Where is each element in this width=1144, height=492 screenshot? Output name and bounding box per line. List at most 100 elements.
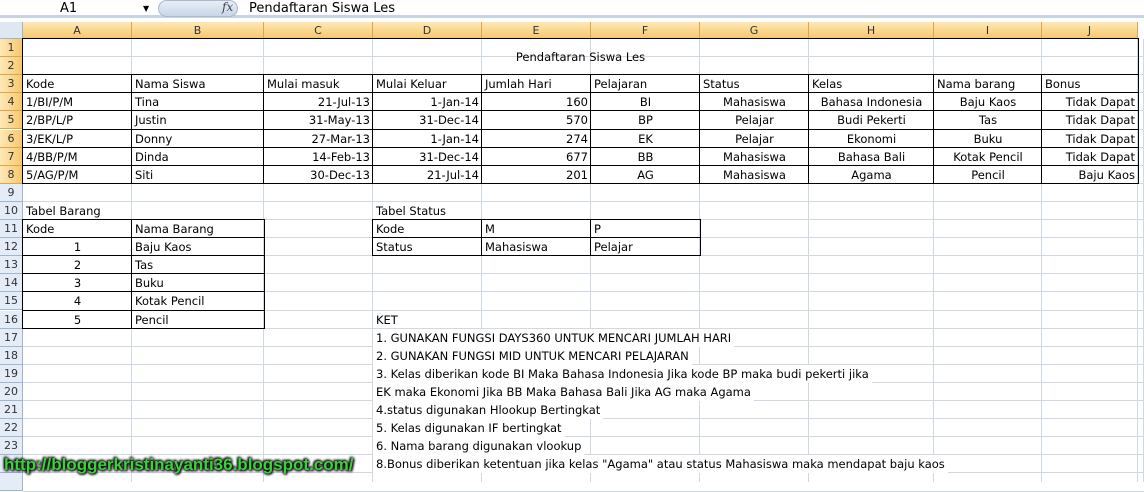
insert-function-icon[interactable]: fx (222, 0, 234, 14)
row-header-25[interactable] (0, 473, 23, 492)
gridline (1137, 39, 1138, 482)
row-header-7[interactable]: 7 (0, 147, 23, 166)
column-label: Bonus (1045, 77, 1081, 92)
table-cell: Mahasiswa (723, 149, 786, 164)
table-cell: 3/EK/L/P (26, 131, 74, 146)
row-header-16[interactable]: 16 (0, 310, 23, 329)
gridline (23, 56, 1144, 58)
row-header-1[interactable]: 1 (0, 39, 23, 58)
row-header-13[interactable]: 13 (0, 256, 23, 275)
table-cell: Mahasiswa (723, 95, 786, 110)
table-line (131, 220, 132, 329)
table-cell: 21-Jul-14 (426, 167, 479, 182)
row-header-4[interactable]: 4 (0, 93, 23, 112)
ket-line: 2. GUNAKAN FUNGSI MID UNTUK MENCARI PELA… (373, 346, 692, 365)
column-header-B[interactable]: B (132, 22, 264, 39)
formula-input[interactable]: Pendaftaran Siswa Les (249, 1, 396, 16)
table-line (23, 164, 1138, 166)
table-line (23, 146, 1138, 148)
row-header-22[interactable]: 22 (0, 419, 23, 438)
ket-line: 5. Kelas digunakan IF bertingkat (373, 419, 565, 438)
table-cell: Bahasa Bali (837, 149, 906, 164)
table-line (23, 273, 264, 275)
gridline (23, 200, 1144, 202)
table-cell: 5/AG/P/M (26, 167, 79, 182)
row-header-21[interactable]: 21 (0, 401, 23, 420)
table-line (481, 220, 482, 257)
table-cell: BP (638, 113, 653, 128)
column-label: Mulai Keluar (376, 77, 447, 92)
row-header-19[interactable]: 19 (0, 364, 23, 383)
ket-line: 3. Kelas diberikan kode BI Maka Bahasa I… (373, 364, 872, 383)
table-cell: 201 (566, 167, 588, 182)
table-cell: M (485, 222, 495, 236)
column-header-C[interactable]: C (264, 22, 373, 39)
table-cell: Mahasiswa (485, 240, 548, 255)
row-header-23[interactable]: 23 (0, 437, 23, 456)
table-cell: Tidak Dapat (1065, 149, 1135, 164)
ket-line: 8.Bonus diberikan ketentuan jika kelas "… (373, 455, 948, 474)
table-cell: EK (638, 131, 653, 146)
table-cell: Tidak Dapat (1065, 95, 1135, 110)
table-cell: Kotak Pencil (953, 149, 1023, 164)
row-header-11[interactable]: 11 (0, 220, 23, 239)
table-cell: 27-Mar-13 (311, 131, 370, 146)
formula-bar-resize-handle[interactable] (158, 0, 238, 17)
table-cell: BB (637, 149, 654, 164)
row-header-15[interactable]: 15 (0, 292, 23, 311)
column-header-I[interactable]: I (934, 22, 1042, 39)
column-header-J[interactable]: J (1042, 22, 1138, 39)
table-line (373, 237, 700, 239)
column-header-H[interactable]: H (809, 22, 934, 39)
column-header-A[interactable]: A (23, 22, 132, 39)
row-header-12[interactable]: 12 (0, 238, 23, 257)
row-header-24[interactable] (0, 455, 23, 474)
table-cell: Kotak Pencil (135, 294, 205, 309)
table-cell: Pencil (135, 312, 169, 327)
table-cell: 1-Jan-14 (430, 95, 479, 110)
column-header-E[interactable]: E (482, 22, 591, 39)
gridline (23, 309, 1144, 311)
table-line (23, 92, 1138, 94)
row-header-9[interactable]: 9 (0, 183, 23, 202)
chevron-down-icon[interactable]: ▼ (143, 4, 150, 13)
row-header-10[interactable]: 10 (0, 201, 23, 220)
table-cell: BI (639, 95, 652, 110)
tabel-status-title: Tabel Status (376, 203, 447, 218)
column-label: Kode (26, 77, 55, 92)
row-header-2[interactable]: 2 (0, 57, 23, 76)
table-cell: 5 (73, 312, 82, 327)
row-header-3[interactable]: 3 (0, 75, 23, 94)
column-header-G[interactable]: G (700, 22, 809, 39)
table-cell: 2 (73, 258, 82, 273)
select-all-button[interactable] (0, 22, 23, 39)
table-cell: 1/BI/P/M (26, 95, 74, 110)
row-header-6[interactable]: 6 (0, 129, 23, 148)
table-cell: Ekonomi (846, 131, 897, 146)
table-cell: Pelajar (594, 240, 633, 255)
column-header-D[interactable]: D (373, 22, 482, 39)
table-cell: Dinda (135, 149, 169, 164)
column-header-F[interactable]: F (591, 22, 700, 39)
row-header-8[interactable]: 8 (0, 165, 23, 184)
sheet-title: Pendaftaran Siswa Les (515, 50, 646, 64)
gridline (23, 291, 1144, 293)
row-header-17[interactable]: 17 (0, 328, 23, 347)
row-header-20[interactable]: 20 (0, 382, 23, 401)
table-cell: Pelajar (735, 113, 774, 128)
ket-title: KET (376, 312, 398, 327)
table-cell: Pelajar (735, 131, 774, 146)
row-header-18[interactable]: 18 (0, 346, 23, 365)
table-cell: Donny (135, 131, 173, 146)
table-cell: Tidak Dapat (1065, 113, 1135, 128)
gridline (481, 39, 482, 482)
ket-line: EK maka Ekonomi Jika BB Maka Bahasa Bali… (373, 382, 754, 401)
ket-line: 6. Nama barang digunakan vlookup (373, 437, 585, 456)
table-cell: 1 (73, 240, 82, 255)
row-header-5[interactable]: 5 (0, 111, 23, 130)
column-label: Kode (26, 222, 55, 236)
table-cell: Kode (376, 222, 405, 236)
gridline (23, 273, 1144, 275)
name-box[interactable]: A1 (60, 1, 78, 16)
row-header-14[interactable]: 14 (0, 274, 23, 293)
